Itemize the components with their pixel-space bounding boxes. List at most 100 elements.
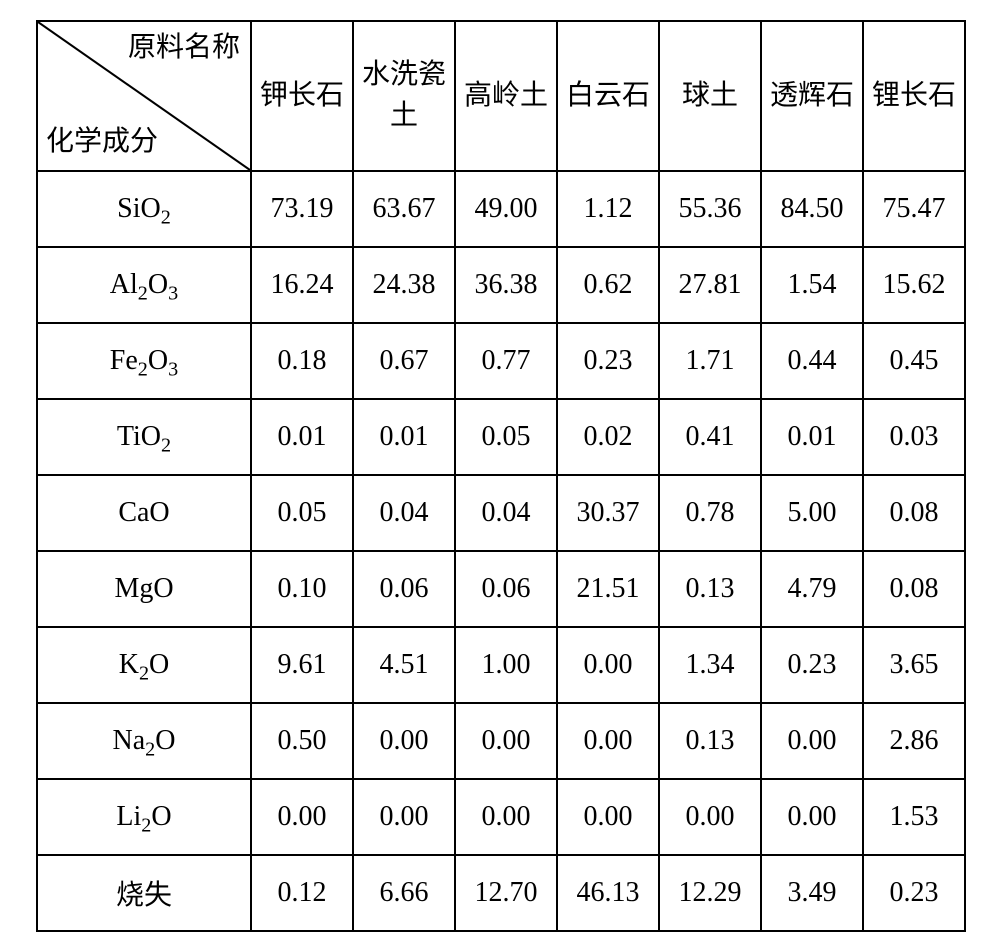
data-cell: 4.79 bbox=[761, 551, 863, 627]
data-cell: 0.04 bbox=[455, 475, 557, 551]
data-cell: 0.00 bbox=[761, 703, 863, 779]
table-row: SiO273.1963.6749.001.1255.3684.5075.47 bbox=[37, 171, 965, 247]
data-cell: 1.00 bbox=[455, 627, 557, 703]
data-cell: 1.34 bbox=[659, 627, 761, 703]
page: 原料名称 化学成分 钾长石 水洗瓷 土 高岭土 白云石 球土 透辉石 锂长石 S… bbox=[0, 0, 1000, 939]
table-row: CaO0.050.040.0430.370.785.000.08 bbox=[37, 475, 965, 551]
col-header: 球土 bbox=[659, 21, 761, 171]
data-cell: 0.02 bbox=[557, 399, 659, 475]
data-cell: 12.29 bbox=[659, 855, 761, 931]
row-label: SiO2 bbox=[37, 171, 251, 247]
data-cell: 0.10 bbox=[251, 551, 353, 627]
col-header-line2: 土 bbox=[390, 100, 418, 131]
row-label: Al2O3 bbox=[37, 247, 251, 323]
data-cell: 0.00 bbox=[455, 703, 557, 779]
data-cell: 0.00 bbox=[455, 779, 557, 855]
row-label: CaO bbox=[37, 475, 251, 551]
data-cell: 0.06 bbox=[353, 551, 455, 627]
table-row: K2O9.614.511.000.001.340.233.65 bbox=[37, 627, 965, 703]
data-cell: 0.50 bbox=[251, 703, 353, 779]
row-label: TiO2 bbox=[37, 399, 251, 475]
data-cell: 36.38 bbox=[455, 247, 557, 323]
data-cell: 0.13 bbox=[659, 703, 761, 779]
composition-table: 原料名称 化学成分 钾长石 水洗瓷 土 高岭土 白云石 球土 透辉石 锂长石 S… bbox=[36, 20, 966, 932]
data-cell: 0.41 bbox=[659, 399, 761, 475]
table-row: Na2O0.500.000.000.000.130.002.86 bbox=[37, 703, 965, 779]
data-cell: 3.65 bbox=[863, 627, 965, 703]
data-cell: 0.23 bbox=[863, 855, 965, 931]
data-cell: 0.01 bbox=[251, 399, 353, 475]
data-cell: 84.50 bbox=[761, 171, 863, 247]
table-row: 烧失0.126.6612.7046.1312.293.490.23 bbox=[37, 855, 965, 931]
data-cell: 49.00 bbox=[455, 171, 557, 247]
row-label: K2O bbox=[37, 627, 251, 703]
data-cell: 24.38 bbox=[353, 247, 455, 323]
data-cell: 0.06 bbox=[455, 551, 557, 627]
data-cell: 0.23 bbox=[761, 627, 863, 703]
data-cell: 0.62 bbox=[557, 247, 659, 323]
data-cell: 75.47 bbox=[863, 171, 965, 247]
data-cell: 0.77 bbox=[455, 323, 557, 399]
data-cell: 3.49 bbox=[761, 855, 863, 931]
data-cell: 5.00 bbox=[761, 475, 863, 551]
row-label: Li2O bbox=[37, 779, 251, 855]
data-cell: 0.67 bbox=[353, 323, 455, 399]
data-cell: 16.24 bbox=[251, 247, 353, 323]
data-cell: 0.00 bbox=[251, 779, 353, 855]
col-header: 钾长石 bbox=[251, 21, 353, 171]
data-cell: 2.86 bbox=[863, 703, 965, 779]
col-header: 水洗瓷 土 bbox=[353, 21, 455, 171]
header-top-label: 原料名称 bbox=[90, 30, 240, 66]
table-row: Fe2O30.180.670.770.231.710.440.45 bbox=[37, 323, 965, 399]
data-cell: 1.71 bbox=[659, 323, 761, 399]
data-cell: 46.13 bbox=[557, 855, 659, 931]
header-bottom-label: 化学成分 bbox=[46, 124, 210, 160]
data-cell: 0.18 bbox=[251, 323, 353, 399]
data-cell: 1.12 bbox=[557, 171, 659, 247]
table-body: SiO273.1963.6749.001.1255.3684.5075.47Al… bbox=[37, 171, 965, 931]
row-label: 烧失 bbox=[37, 855, 251, 931]
data-cell: 0.01 bbox=[353, 399, 455, 475]
data-cell: 63.67 bbox=[353, 171, 455, 247]
data-cell: 0.05 bbox=[251, 475, 353, 551]
data-cell: 0.00 bbox=[659, 779, 761, 855]
data-cell: 0.05 bbox=[455, 399, 557, 475]
row-label: MgO bbox=[37, 551, 251, 627]
col-header: 透辉石 bbox=[761, 21, 863, 171]
data-cell: 0.03 bbox=[863, 399, 965, 475]
col-header: 白云石 bbox=[557, 21, 659, 171]
data-cell: 12.70 bbox=[455, 855, 557, 931]
data-cell: 0.78 bbox=[659, 475, 761, 551]
data-cell: 4.51 bbox=[353, 627, 455, 703]
data-cell: 15.62 bbox=[863, 247, 965, 323]
data-cell: 0.45 bbox=[863, 323, 965, 399]
data-cell: 73.19 bbox=[251, 171, 353, 247]
data-cell: 0.08 bbox=[863, 551, 965, 627]
data-cell: 0.00 bbox=[761, 779, 863, 855]
data-cell: 0.00 bbox=[557, 627, 659, 703]
data-cell: 55.36 bbox=[659, 171, 761, 247]
data-cell: 1.54 bbox=[761, 247, 863, 323]
data-cell: 9.61 bbox=[251, 627, 353, 703]
data-cell: 0.04 bbox=[353, 475, 455, 551]
table-row: Al2O316.2424.3836.380.6227.811.5415.62 bbox=[37, 247, 965, 323]
data-cell: 6.66 bbox=[353, 855, 455, 931]
data-cell: 0.08 bbox=[863, 475, 965, 551]
data-cell: 0.44 bbox=[761, 323, 863, 399]
header-row: 原料名称 化学成分 钾长石 水洗瓷 土 高岭土 白云石 球土 透辉石 锂长石 bbox=[37, 21, 965, 171]
data-cell: 0.00 bbox=[557, 779, 659, 855]
col-header: 锂长石 bbox=[863, 21, 965, 171]
data-cell: 0.00 bbox=[557, 703, 659, 779]
table-row: TiO20.010.010.050.020.410.010.03 bbox=[37, 399, 965, 475]
data-cell: 21.51 bbox=[557, 551, 659, 627]
data-cell: 0.00 bbox=[353, 779, 455, 855]
col-header: 高岭土 bbox=[455, 21, 557, 171]
row-label: Fe2O3 bbox=[37, 323, 251, 399]
data-cell: 0.12 bbox=[251, 855, 353, 931]
data-cell: 0.23 bbox=[557, 323, 659, 399]
data-cell: 0.00 bbox=[353, 703, 455, 779]
data-cell: 1.53 bbox=[863, 779, 965, 855]
data-cell: 0.13 bbox=[659, 551, 761, 627]
table-row: MgO0.100.060.0621.510.134.790.08 bbox=[37, 551, 965, 627]
table-head: 原料名称 化学成分 钾长石 水洗瓷 土 高岭土 白云石 球土 透辉石 锂长石 bbox=[37, 21, 965, 171]
